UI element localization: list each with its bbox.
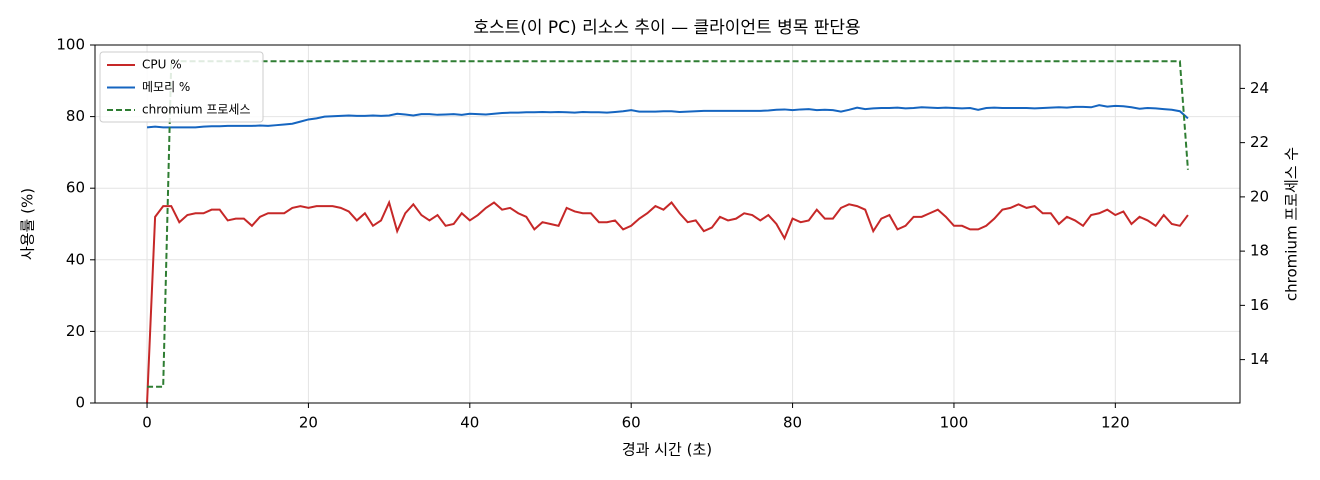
legend: CPU % 메모리 % chromium 프로세스	[99, 51, 264, 123]
series-line	[147, 60, 1189, 388]
legend-label: CPU %	[142, 58, 182, 72]
y2-tick-label: 22	[1250, 133, 1269, 151]
y-axis-label: 사용률 (%)	[19, 188, 37, 260]
y2-tick-label: 18	[1250, 242, 1269, 260]
series-line	[146, 104, 1189, 129]
y-tick-label: 100	[56, 36, 85, 54]
x-axis-label: 경과 시간 (초)	[622, 441, 712, 459]
y-tick-label: 80	[66, 107, 85, 125]
x-tick-label: 20	[299, 414, 318, 432]
y2-tick-label: 24	[1250, 79, 1269, 97]
x-tick-label: 40	[460, 414, 479, 432]
y2-tick-label: 16	[1250, 296, 1269, 314]
y-tick-label: 60	[66, 179, 85, 197]
y-tick-label: 40	[66, 250, 85, 268]
y2-tick-label: 20	[1250, 187, 1269, 205]
legend-label: chromium 프로세스	[142, 103, 251, 117]
legend-box	[99, 51, 264, 123]
plot-frame	[94, 44, 1241, 404]
series-line	[146, 199, 1189, 404]
legend-label: 메모리 %	[142, 80, 190, 94]
y2-tick-label: 14	[1250, 350, 1269, 368]
y-tick-label: 20	[66, 322, 85, 340]
y-tick-label: 0	[75, 394, 85, 412]
x-tick-label: 120	[1101, 414, 1130, 432]
chart-title: 호스트(이 PC) 리소스 추이 — 클라이언트 병목 판단용	[473, 18, 860, 38]
x-tick-label: 100	[940, 414, 969, 432]
x-tick-label: 60	[622, 414, 641, 432]
x-tick-label: 80	[783, 414, 802, 432]
x-tick-label: 0	[142, 414, 152, 432]
y2-axis-label: chromium 프로세스 수	[1283, 147, 1301, 301]
